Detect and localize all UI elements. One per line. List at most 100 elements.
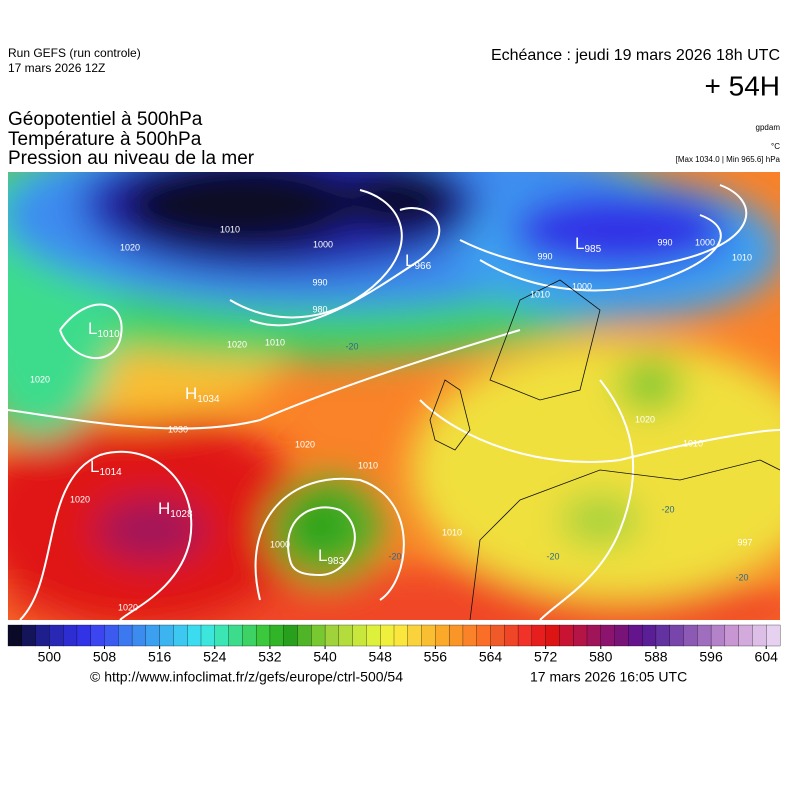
- colorbar-cell: [187, 624, 202, 647]
- colorbar-label: 540: [313, 649, 337, 665]
- colorbar-cell: [131, 624, 147, 647]
- isobar-label: 1020: [118, 602, 138, 612]
- isobar-label: 1020: [70, 494, 90, 504]
- colorbar-cell: [504, 624, 519, 647]
- isobar-label: 990: [657, 237, 672, 247]
- colorbar-cell: [311, 624, 326, 647]
- isobar-label: 980: [312, 304, 327, 314]
- run-date: 17 mars 2026 12Z: [8, 61, 105, 75]
- colorbar-label: 588: [644, 649, 668, 665]
- isobar-label: 1010: [530, 289, 550, 299]
- center-letter: H: [158, 499, 170, 518]
- colorbar-cell: [352, 624, 367, 647]
- center-value: 1028: [170, 509, 193, 520]
- colorbar-cell: [435, 624, 450, 647]
- center-letter: L: [90, 457, 99, 476]
- center-value: 1010: [97, 329, 120, 340]
- center-letter: L: [318, 546, 327, 565]
- colorbar-cell: [600, 624, 616, 647]
- colorbar-cell: [393, 624, 409, 647]
- colorbar-cell: [200, 624, 216, 647]
- temperature-label: -20: [735, 572, 748, 582]
- isobar-label: 1010: [265, 337, 285, 347]
- colorbar-cell: [380, 624, 395, 647]
- colorbar-cell: [242, 624, 257, 647]
- colorbar-cell: [214, 624, 230, 647]
- unit: °C: [771, 142, 780, 151]
- colorbar-cell: [35, 624, 50, 647]
- isobar-label: 1010: [683, 438, 703, 448]
- title: Géopotentiel à 500hPa: [8, 109, 203, 130]
- colorbar-cell: [517, 624, 533, 647]
- colorbar-label: 548: [369, 649, 393, 665]
- pressure-center: L985: [575, 234, 602, 254]
- footer-timestamp: 17 mars 2026 16:05 UTC: [530, 669, 687, 685]
- isobar-label: 1020: [120, 242, 140, 252]
- unit: gpdam: [756, 123, 781, 132]
- colorbar-cell: [628, 624, 643, 647]
- pressure-center: L983: [318, 546, 345, 566]
- isobar-label: 1010: [220, 224, 240, 234]
- colorbar-cell: [766, 624, 781, 647]
- center-value: 966: [414, 261, 431, 272]
- colorbar-cell: [145, 624, 161, 647]
- isobar-label: 1020: [227, 339, 247, 349]
- pressure-center: L1010: [88, 319, 120, 339]
- title: Température à 500hPa: [8, 129, 202, 150]
- colorbar-cell: [159, 624, 174, 647]
- isobar-label: 1000: [572, 281, 592, 291]
- colorbar-cell: [448, 624, 464, 647]
- colorbar-cell: [669, 624, 684, 647]
- colorbar-cell: [710, 624, 726, 647]
- colorbar-cell: [490, 624, 505, 647]
- colorbar-cell: [407, 624, 423, 647]
- colorbar-cell: [683, 624, 698, 647]
- colorbar-label: 556: [424, 649, 448, 665]
- colorbar-cell: [90, 624, 105, 647]
- isobar-label: 1010: [442, 527, 462, 537]
- colorbar-cell: [421, 624, 436, 647]
- colorbar-cell: [738, 624, 753, 647]
- colorbar-cell: [531, 624, 547, 647]
- center-value: 985: [584, 244, 601, 255]
- isobar-label: 1020: [30, 374, 50, 384]
- pressure-center: H1034: [185, 384, 220, 404]
- colorbar-label: 532: [258, 649, 282, 665]
- isobar-label: 1000: [313, 239, 333, 249]
- temperature-label: -20: [546, 551, 559, 561]
- run: Run GEFS (run controle): [8, 46, 141, 60]
- colorbar-cell: [462, 624, 478, 647]
- colorbar-cell: [7, 624, 23, 647]
- colorbar-cell: [62, 624, 78, 647]
- center-value: 1014: [99, 467, 122, 478]
- colorbar-cell: [228, 624, 243, 647]
- unit: [Max 1034.0 | Min 965.6] hPa: [676, 155, 781, 164]
- isobar-label: 1020: [295, 439, 315, 449]
- colorbar-cell: [173, 624, 188, 647]
- footer-url: © http://www.infoclimat.fr/z/gefs/europe…: [90, 669, 403, 685]
- center-letter: L: [575, 234, 584, 253]
- colorbar-cell: [269, 624, 285, 647]
- isobar-label: 1000: [695, 237, 715, 247]
- colorbar-cell: [655, 624, 671, 647]
- isobar-label: 1000: [270, 539, 290, 549]
- colorbar-cell: [614, 624, 629, 647]
- colorbar-label: 500: [38, 649, 62, 665]
- colorbar-cell: [104, 624, 119, 647]
- map: [8, 172, 780, 620]
- colorbar-label: 524: [203, 649, 227, 665]
- pressure-center: L1014: [90, 457, 122, 477]
- lead-time: + 54H: [705, 70, 781, 101]
- colorbar-cell: [366, 624, 381, 647]
- center-value: 1034: [197, 394, 220, 405]
- colorbar-cell: [697, 624, 712, 647]
- pressure-center: L966: [405, 251, 432, 271]
- colorbar-cell: [76, 624, 92, 647]
- center-letter: L: [88, 319, 97, 338]
- temperature-label: -20: [345, 341, 358, 351]
- colorbar-cell: [586, 624, 602, 647]
- colorbar-cell: [559, 624, 574, 647]
- center-value: 983: [327, 556, 344, 567]
- temperature-label: -20: [661, 504, 674, 514]
